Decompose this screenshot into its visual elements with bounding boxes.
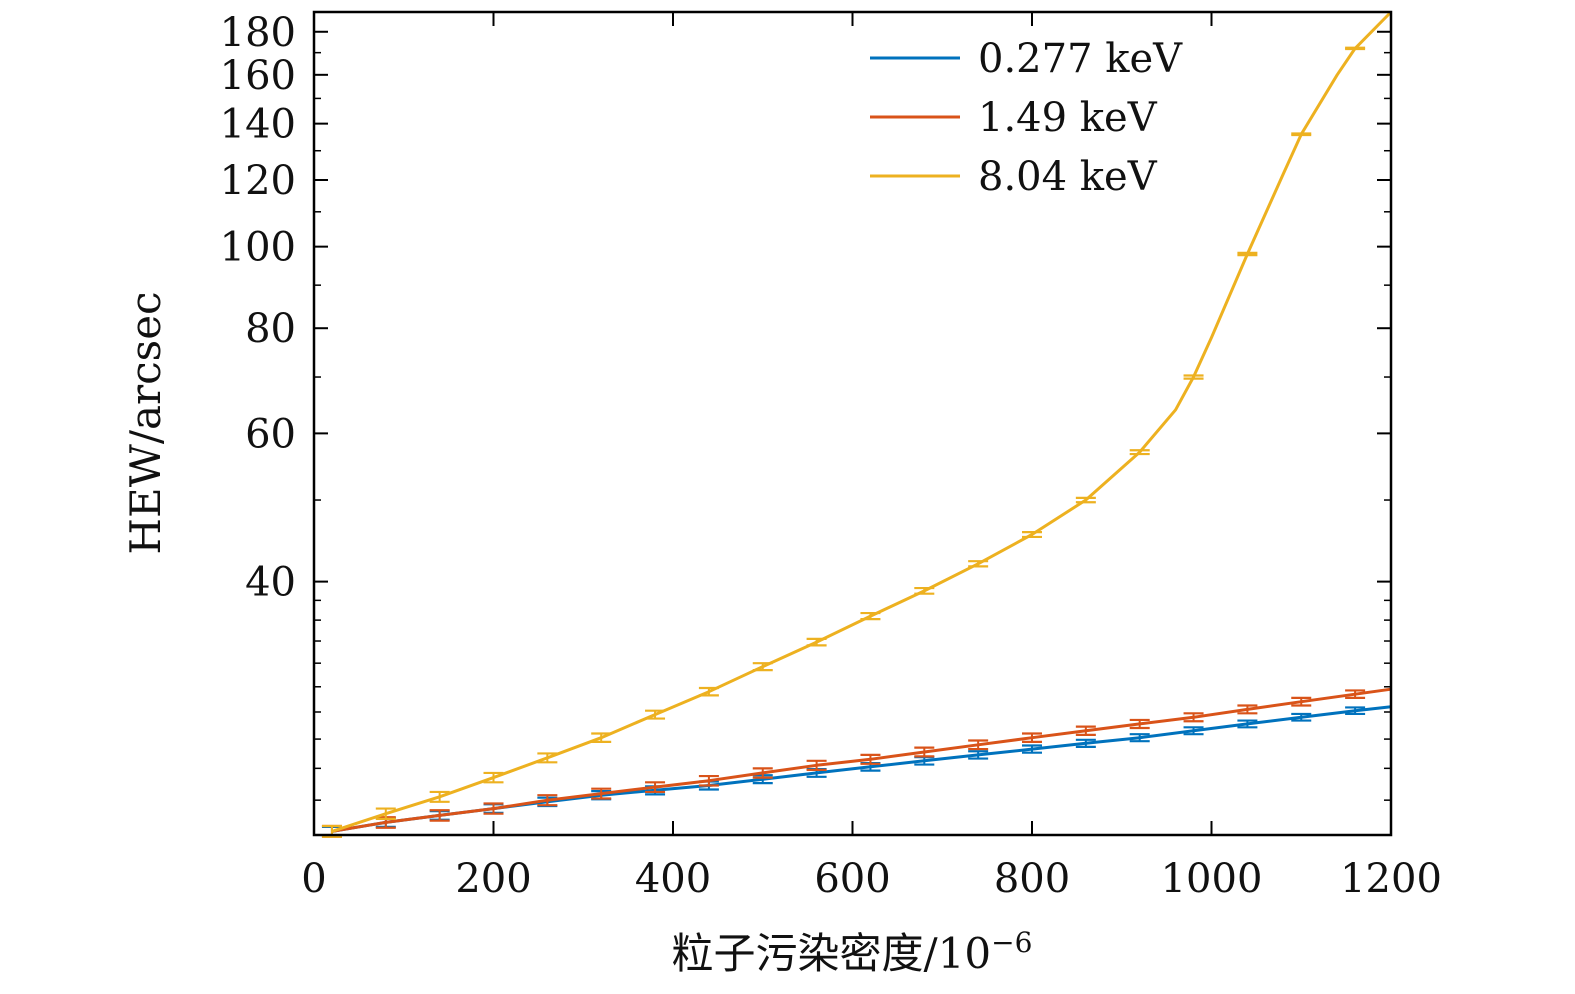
legend-label: 0.277 keV [978,36,1183,82]
error-bar [375,807,396,821]
error-bar [1075,496,1096,504]
x-tick-label: 1200 [1340,856,1442,902]
error-bar [968,739,989,751]
series-group [321,10,1393,838]
series-line [331,687,1392,833]
error-bar [806,637,827,647]
error-bar [1237,704,1258,715]
x-tick-label: 800 [994,856,1070,902]
error-bar [752,662,773,672]
error-bar [591,787,612,800]
error-bar [1237,251,1258,257]
x-tick-label: 400 [635,856,711,902]
error-bar [1183,726,1204,736]
error-bar [1237,719,1258,729]
error-bar [429,809,450,822]
error-bar [429,790,450,803]
error-bar [752,767,773,779]
error-bar [914,746,935,758]
y-tick-label: 60 [245,411,296,457]
x-tick-label: 0 [301,856,326,902]
error-bar [1075,725,1096,736]
error-bar [860,753,881,765]
error-bar [1291,696,1312,707]
y-tick-label: 100 [220,225,296,271]
y-tick-label: 120 [220,158,296,204]
error-bar [1291,712,1312,722]
x-tick-label: 1000 [1161,856,1263,902]
error-bar [483,771,504,784]
error-bar [483,802,504,815]
error-bar [698,774,719,787]
x-tick-label: 200 [455,856,531,902]
error-bar [1183,374,1204,380]
x-tick-label: 600 [814,856,890,902]
axis-ticks: 0 200 400 600 800 1000 12004060801001201401601… [220,10,1442,902]
error-bar [968,750,989,760]
y-tick-label: 140 [220,102,296,148]
series-group [321,687,1392,838]
error-bar [1183,712,1204,723]
error-bar [645,709,666,720]
y-axis-title: HEW/arcsec [121,291,170,554]
y-tick-label: 80 [245,306,296,352]
y-tick-label: 160 [220,53,296,99]
error-bar [1129,449,1150,456]
error-bar [1022,531,1042,539]
error-bar [1345,689,1366,700]
error-bar [1075,738,1096,749]
error-bar [537,794,558,807]
error-bar [968,560,989,568]
series-line [331,10,1393,833]
y-tick-label: 40 [245,560,296,606]
error-bar [1129,718,1150,730]
legend: 0.277 keV 1.49 keV 8.04 keV [870,36,1183,200]
x-axis-title: 粒子污染密度/10−6 [672,926,1033,978]
y-tick-label: 180 [220,10,296,56]
error-bar [914,586,935,595]
series-group [321,705,1392,838]
error-bar [645,781,666,794]
error-bar [1022,744,1042,754]
error-bar [1129,733,1150,743]
error-bar [537,752,558,764]
plot-marks [321,10,1393,838]
error-bar [860,611,881,621]
legend-label: 8.04 keV [978,154,1158,200]
error-bar [806,759,827,771]
x-axis-title-sup: −6 [991,926,1032,959]
error-bar [1291,132,1312,137]
x-axis-title-main: 粒子污染密度/10 [672,929,992,978]
error-bar [1022,732,1042,744]
legend-label: 1.49 keV [978,95,1158,141]
error-bar [1345,46,1366,51]
error-bar [591,732,612,744]
error-bar [698,686,719,697]
error-bar [1345,706,1366,716]
